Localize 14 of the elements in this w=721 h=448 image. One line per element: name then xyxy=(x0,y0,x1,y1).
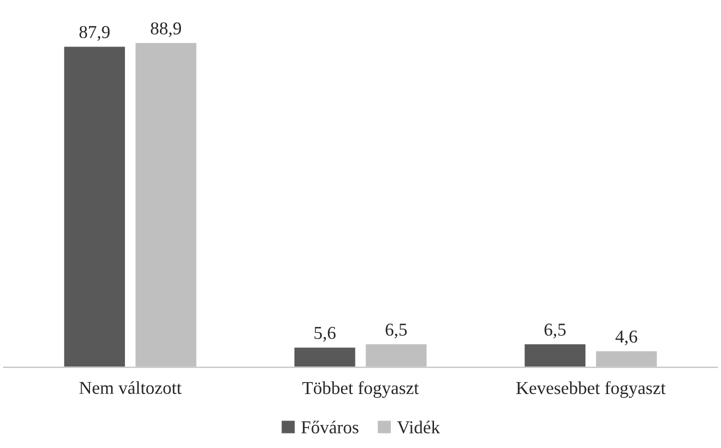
data-label: 4,6 xyxy=(616,330,638,346)
x-tick-label: Többet fogyaszt xyxy=(302,381,419,398)
data-label: 88,9 xyxy=(150,22,181,38)
legend-label: Főváros xyxy=(301,420,358,434)
bar xyxy=(293,346,357,368)
x-tick-label: Nem változott xyxy=(79,381,182,394)
data-label: 87,9 xyxy=(79,26,110,41)
x-tick-label: Kevesebbet fogyaszt xyxy=(516,381,666,398)
bar xyxy=(62,45,126,368)
bar xyxy=(523,342,587,368)
data-label: 6,5 xyxy=(544,324,566,338)
data-label: 6,5 xyxy=(386,324,407,338)
data-label: 5,6 xyxy=(314,326,336,342)
legend-label: Vidék xyxy=(397,420,440,434)
